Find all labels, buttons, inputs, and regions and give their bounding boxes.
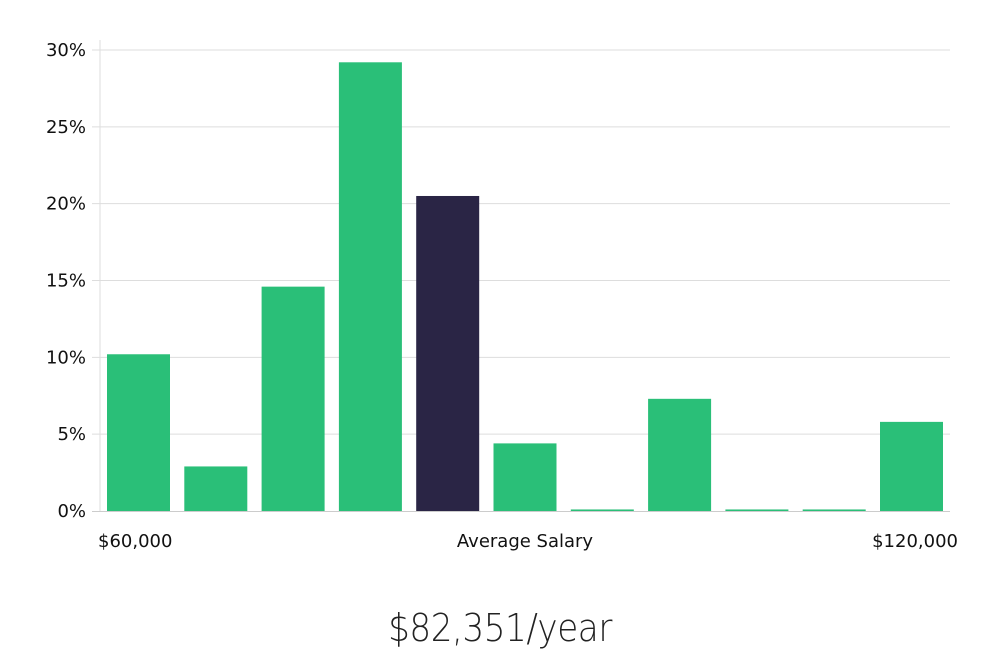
- bar: [802, 509, 866, 511]
- x-end-label: $120,000: [872, 531, 958, 552]
- y-tick-label: 25%: [46, 117, 86, 138]
- y-axis-ticks: 0% 5% 10% 15% 20% 25% 30%: [46, 40, 86, 522]
- y-tick-label: 10%: [46, 347, 86, 368]
- bars: [107, 62, 943, 511]
- gridlines: [92, 40, 950, 511]
- bar: [493, 443, 557, 511]
- salary-histogram: 0% 5% 10% 15% 20% 25% 30% $60,000 Average Sala…: [46, 40, 958, 552]
- average-salary-headline: $82,351/year: [388, 606, 612, 650]
- x-center-label: Average Salary: [457, 531, 594, 552]
- bar-average-salary: [416, 195, 480, 511]
- y-tick-label: 30%: [46, 40, 86, 61]
- bar: [338, 62, 402, 511]
- y-tick-label: 20%: [46, 194, 86, 215]
- bar: [880, 421, 943, 511]
- bar: [107, 354, 170, 511]
- bar: [648, 398, 712, 511]
- y-tick-label: 15%: [46, 271, 86, 292]
- bar: [570, 509, 634, 511]
- bar: [725, 509, 789, 511]
- bar: [261, 286, 325, 511]
- y-tick-label: 5%: [57, 424, 86, 445]
- x-start-label: $60,000: [98, 531, 172, 552]
- bar: [184, 466, 248, 511]
- y-tick-label: 0%: [57, 501, 86, 522]
